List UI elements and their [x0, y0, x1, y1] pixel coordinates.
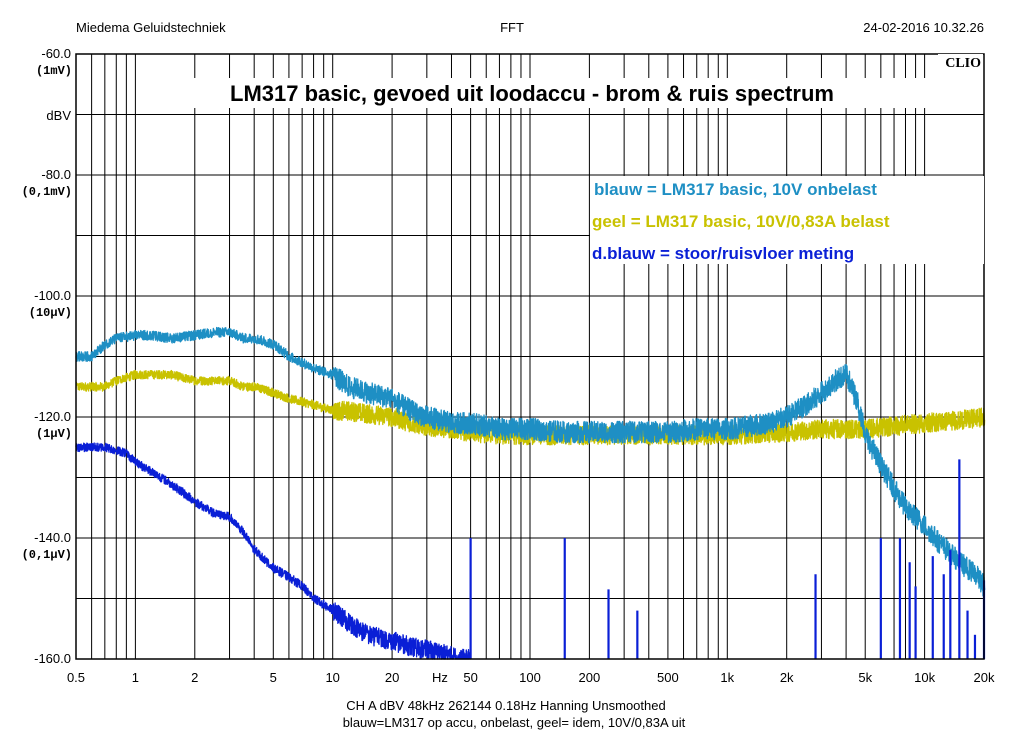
series-dblauw	[75, 442, 986, 660]
series-geel	[75, 369, 986, 446]
x-tick-label: 20	[385, 670, 399, 685]
legend-backdrop	[590, 176, 984, 264]
x-unit-label: Hz	[432, 670, 448, 685]
x-tick-label: 1k	[720, 670, 734, 685]
y-tick-sublabel: (1µV)	[36, 427, 72, 441]
x-tick-label: 20k	[974, 670, 995, 685]
header-right: 24-02-2016 10.32.26	[863, 20, 984, 35]
plot-frame	[75, 53, 985, 660]
y-tick-label: -60.0	[41, 46, 71, 61]
y-tick-sublabel: (10µV)	[29, 306, 72, 320]
legend-entry-blauw: blauw = LM317 basic, 10V onbelast	[594, 180, 877, 199]
y-tick-labels: -60.0 (1mV) -80.0 (0,1mV) -100.0 (10µV) -120.0…	[22, 46, 72, 666]
footer-line1: CH A dBV 48kHz 262144 0.18Hz Hanning Uns…	[346, 698, 665, 713]
y-axis-label: dBV	[46, 108, 71, 123]
y-tick-label: -80.0	[41, 167, 71, 182]
legend: blauw = LM317 basic, 10V onbelast geel =…	[590, 176, 984, 264]
y-tick-label: -120.0	[34, 409, 71, 424]
x-tick-label: 500	[657, 670, 679, 685]
series-line-geel	[75, 369, 986, 446]
header-left: Miedema Geluidstechniek	[76, 20, 226, 35]
x-tick-label: 200	[579, 670, 601, 685]
x-tick-labels: 0.5 1 2 5 10 20 50 100 200 500 1k 2k 5k 10k 20k	[67, 670, 995, 685]
x-tick-label: 5	[270, 670, 277, 685]
clio-brand: CLIO	[945, 56, 981, 71]
series-blauw	[75, 326, 986, 597]
chart-title: LM317 basic, gevoed uit loodaccu - brom …	[230, 81, 834, 106]
x-tick-label: 2k	[780, 670, 794, 685]
x-tick-label: 5k	[858, 670, 872, 685]
title-backdrop	[138, 78, 928, 108]
legend-entry-geel: geel = LM317 basic, 10V/0,83A belast	[592, 212, 890, 231]
y-tick-label: -160.0	[34, 651, 71, 666]
y-tick-sublabel: (0,1mV)	[22, 185, 72, 199]
x-tick-label: 2	[191, 670, 198, 685]
x-tick-label: 50	[463, 670, 477, 685]
series-group	[75, 326, 986, 660]
y-tick-label: -100.0	[34, 288, 71, 303]
clio-backdrop	[938, 54, 983, 70]
x-tick-label: 100	[519, 670, 541, 685]
footer-line2: blauw=LM317 op accu, onbelast, geel= ide…	[343, 715, 686, 730]
legend-entry-dblauw: d.blauw = stoor/ruisvloer meting	[592, 244, 854, 263]
series-line-dblauw	[75, 442, 472, 660]
y-tick-label: -140.0	[34, 530, 71, 545]
x-tick-label: 1	[132, 670, 139, 685]
y-tick-sublabel: (1mV)	[36, 64, 72, 78]
x-tick-label: 10k	[914, 670, 935, 685]
series-line-blauw	[75, 326, 986, 597]
header-center: FFT	[500, 20, 524, 35]
x-tick-label: 0.5	[67, 670, 85, 685]
x-tick-label: 10	[325, 670, 339, 685]
y-tick-sublabel: (0,1µV)	[22, 548, 72, 562]
